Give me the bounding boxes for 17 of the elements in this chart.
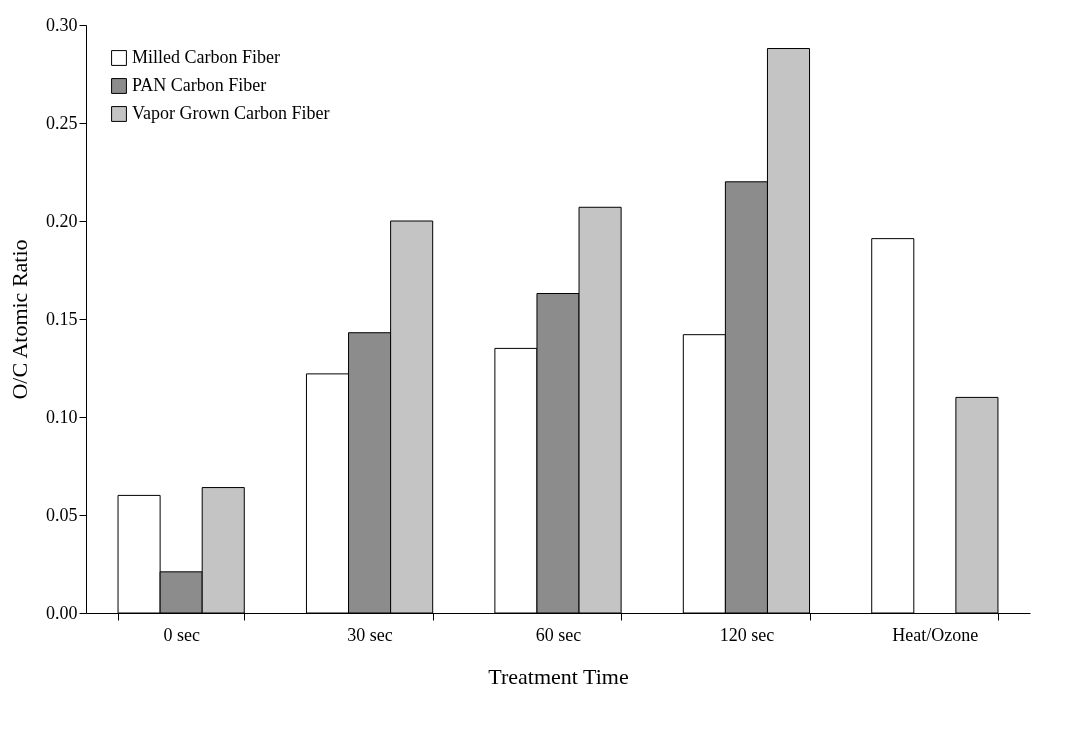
y-tick-label: 0.30 [46,14,78,35]
y-tick-label: 0.00 [46,602,78,623]
x-tick-label: 30 sec [347,624,393,645]
legend-label: PAN Carbon Fiber [132,75,267,95]
x-axis-title: Treatment Time [488,663,629,689]
legend-label: Vapor Grown Carbon Fiber [132,103,330,123]
y-tick-label: 0.05 [46,504,78,525]
legend-label: Milled Carbon Fiber [132,47,280,67]
y-tick-label: 0.20 [46,210,78,231]
x-tick-label: 60 sec [535,624,582,645]
x-tick-label: 0 sec [163,624,200,645]
x-tick-label: 120 sec [719,624,775,645]
y-axis-title: O/C Atomic Ratio [7,239,32,400]
y-tick-label: 0.10 [46,406,78,427]
x-tick-label: Heat/Ozone [892,624,979,645]
y-tick-label: 0.15 [46,308,78,329]
y-tick-label: 0.25 [46,112,78,133]
